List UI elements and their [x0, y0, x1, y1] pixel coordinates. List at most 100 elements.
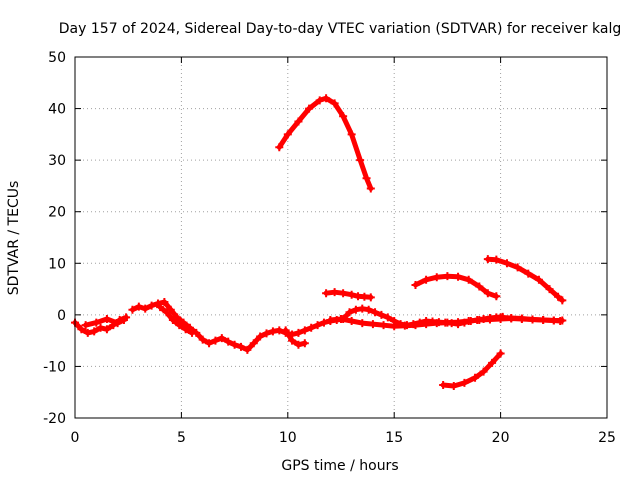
y-tick-label: 50: [48, 50, 66, 66]
data-point: [539, 316, 548, 325]
data-point: [432, 319, 441, 328]
data-point: [288, 336, 297, 345]
data-point: [432, 273, 441, 282]
data-point: [224, 337, 233, 346]
x-tick-label: 10: [279, 430, 297, 446]
data-point: [364, 305, 373, 314]
data-point: [294, 117, 303, 126]
data-point: [366, 293, 375, 302]
data-point: [337, 314, 345, 323]
data-point: [460, 378, 469, 387]
data-point: [322, 289, 331, 298]
data-point: [188, 328, 197, 337]
data-point: [492, 255, 501, 264]
y-tick-label: -20: [43, 411, 66, 427]
x-tick-label: 20: [492, 430, 510, 446]
data-point: [281, 326, 290, 335]
data-point: [422, 275, 431, 284]
data-point: [181, 325, 190, 334]
data-point: [307, 323, 316, 332]
data-point: [517, 314, 526, 323]
data-point: [283, 130, 292, 139]
data-point: [371, 308, 380, 317]
series-line: [276, 95, 374, 191]
data-point: [147, 301, 156, 310]
data-point: [141, 304, 150, 313]
data-point: [471, 373, 480, 382]
data-point: [488, 358, 497, 367]
x-tick-label: 0: [71, 430, 80, 446]
data-point: [496, 313, 505, 322]
data-point: [554, 292, 563, 301]
x-tick-label: 15: [385, 430, 403, 446]
data-point: [356, 156, 365, 165]
data-point: [217, 334, 226, 343]
data-point: [249, 339, 258, 348]
data-point: [83, 328, 92, 337]
data-point: [313, 321, 322, 330]
data-point: [92, 318, 101, 327]
data-point: [496, 349, 505, 358]
data-point: [507, 313, 516, 322]
y-tick-label: 20: [48, 205, 66, 221]
plot-frame: [74, 56, 608, 419]
data-point: [128, 305, 137, 314]
chart-title: Day 157 of 2024, Sidereal Day-to-day VTE…: [59, 21, 621, 37]
data-point: [443, 272, 452, 281]
series-arc-4: [156, 303, 197, 337]
data-point: [211, 336, 220, 345]
data-point: [96, 323, 105, 332]
data-point: [305, 104, 314, 113]
data-point: [173, 313, 182, 322]
data-point: [134, 302, 143, 311]
data-point: [411, 321, 420, 330]
data-point: [351, 305, 360, 314]
plot-series: [71, 94, 567, 391]
data-point: [524, 269, 533, 278]
data-point: [368, 320, 377, 329]
data-point: [268, 327, 277, 336]
data-point: [294, 328, 303, 337]
data-point: [534, 275, 543, 284]
data-point: [322, 94, 331, 103]
y-tick-label: 10: [48, 256, 66, 272]
data-point: [528, 315, 537, 324]
data-point: [483, 255, 492, 264]
data-point: [377, 310, 386, 319]
data-point: [358, 319, 367, 328]
data-point: [475, 316, 484, 325]
data-point: [545, 285, 554, 294]
y-tick-label: -10: [43, 359, 66, 375]
data-point: [411, 280, 420, 289]
data-point: [168, 316, 177, 325]
data-point: [358, 304, 367, 313]
y-axis-label: SDTVAR / TECUs: [6, 181, 22, 296]
series-arc-11: [483, 255, 567, 305]
data-point: [483, 289, 492, 298]
data-point: [347, 130, 356, 139]
data-point: [102, 314, 111, 323]
data-point: [454, 272, 463, 281]
data-point: [198, 335, 207, 344]
data-point: [558, 316, 567, 325]
data-point: [236, 342, 245, 351]
data-point: [119, 316, 128, 325]
data-point: [319, 318, 328, 327]
axis-ticks: 0 5 10 15 20 25 -20 -10 0 10 20 30 40 50: [43, 50, 616, 446]
data-point: [243, 345, 252, 354]
data-point: [205, 339, 214, 348]
data-point: [400, 321, 409, 330]
series-arc-6: [275, 94, 375, 193]
data-point: [492, 292, 501, 301]
data-point: [339, 289, 348, 298]
data-point: [479, 367, 488, 376]
data-point: [330, 288, 339, 297]
data-point: [443, 318, 452, 327]
series-arc-2: [81, 314, 128, 330]
x-axis-label: GPS time / hours: [281, 458, 398, 474]
data-point: [275, 143, 284, 152]
data-point: [366, 184, 375, 193]
y-tick-label: 40: [48, 102, 66, 118]
series-arc-7: [322, 288, 375, 302]
data-point: [558, 296, 567, 305]
